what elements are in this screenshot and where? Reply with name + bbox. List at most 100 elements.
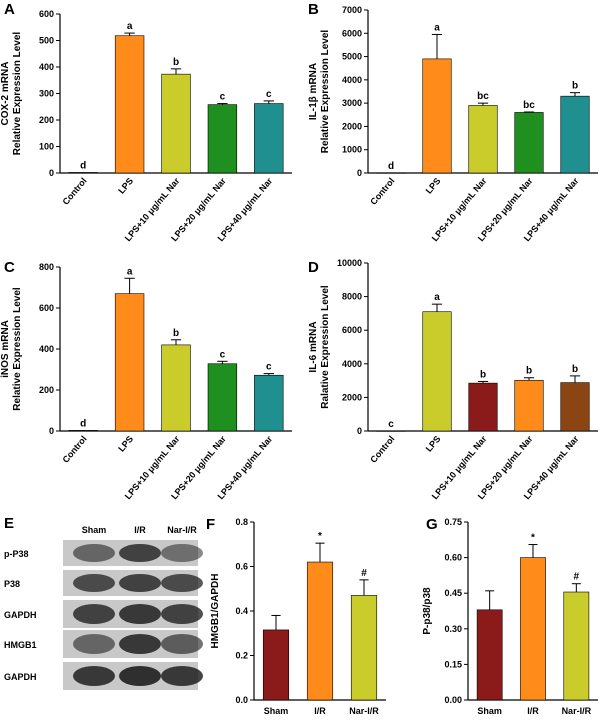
y-tick-label: 600 [39, 9, 54, 19]
western-blot: E Sham I/R Nar-I/R p-P38 P38 GAPDH HMGB1 GAPDH [4, 515, 203, 690]
blot-band [161, 544, 203, 562]
bar [114, 293, 145, 432]
chart-A: A 0 100 200 300 400 500 600 COX-2 mRNA Relative E… [0, 1, 292, 243]
blot-row-label: P38 [4, 579, 20, 589]
bar [560, 382, 590, 432]
y-tick-label: 2000 [342, 121, 362, 131]
bar [161, 73, 191, 174]
y-tick-label: 4000 [342, 75, 362, 85]
y-tick-label: 200 [39, 115, 54, 125]
y-tick-label: 200 [39, 385, 54, 395]
bar [254, 374, 284, 432]
y-tick-label: 0.6 [235, 562, 248, 572]
significance-label: * [318, 531, 322, 542]
blot-band [161, 604, 203, 624]
y-tick-label: 0.60 [444, 553, 462, 563]
chart-B: B 0 1000 2000 3000 4000 5000 6000 7000 IL-1β mRNA… [308, 1, 598, 243]
blot-row-label: p-P38 [4, 549, 29, 559]
y-axis-label: IL-6 mRNA [308, 321, 319, 372]
y-tick-label: 4000 [342, 359, 362, 369]
y-axis-label: HMGB1/GAPDH [210, 573, 221, 648]
bar [376, 172, 406, 174]
y-tick-label: 0.00 [444, 695, 462, 705]
y-axis-label: COX-2 mRNA [0, 62, 11, 126]
x-tick-label: Nar-I/R [562, 706, 592, 716]
y-axis-label: Relative Expression Level [12, 287, 23, 411]
x-tick-label: Control [61, 434, 89, 465]
bar [468, 105, 498, 174]
bar [306, 561, 334, 701]
blot-row-label: HMGB1 [4, 640, 37, 650]
chart-F: F 0.0 0.2 0.4 0.6 0.8 HMGB1/GAPDH Sham * I/R # Nar-… [206, 516, 386, 716]
y-axis-label: Relative Expression Level [320, 30, 331, 154]
significance-label: a [127, 266, 133, 277]
y-axis-label: IL-1β mRNA [308, 63, 319, 120]
significance-label: c [388, 419, 394, 430]
y-axis-label: Ralative Expression Level [320, 285, 331, 409]
y-tick-label: 3000 [342, 98, 362, 108]
bar [376, 430, 406, 432]
y-tick-label: 0.75 [444, 517, 462, 527]
x-tick-label: Control [368, 434, 396, 465]
y-tick-label: 0.15 [444, 659, 462, 669]
blot-band [161, 634, 203, 654]
panel-label-A: A [4, 1, 15, 18]
x-tick-label: Sham [477, 706, 502, 716]
significance-label: * [531, 533, 535, 544]
significance-label: d [80, 160, 86, 171]
bar [468, 382, 498, 432]
panel-label-F: F [206, 516, 215, 533]
blot-band [73, 574, 115, 592]
x-tick-label: Control [368, 176, 396, 207]
blot-column-label: I/R [134, 525, 146, 535]
significance-label: b [480, 369, 486, 380]
significance-label: bc [523, 100, 535, 111]
bar [350, 595, 378, 701]
blot-band [73, 604, 115, 624]
x-tick-label: I/R [314, 706, 326, 716]
y-tick-label: 100 [39, 142, 54, 152]
significance-label: b [526, 366, 532, 377]
x-tick-label: Sham [264, 706, 289, 716]
y-tick-label: 0.2 [235, 651, 248, 661]
y-tick-label: 400 [39, 344, 54, 354]
y-tick-label: 0.0 [235, 695, 248, 705]
blot-band [161, 574, 203, 592]
bar [422, 311, 452, 432]
bar [262, 629, 290, 701]
significance-label: # [361, 568, 367, 579]
y-tick-label: 6000 [342, 325, 362, 335]
x-tick-label: Nar-I/R [349, 706, 379, 716]
bar [563, 591, 590, 701]
chart-D: D 0 2000 4000 6000 8000 10000 IL-6 mRNA Ralative… [308, 258, 598, 501]
significance-label: b [173, 328, 179, 339]
x-tick-label: Control [61, 176, 89, 207]
significance-label: d [80, 418, 86, 429]
bar [68, 172, 98, 174]
bar [254, 103, 284, 174]
chart-G: G 0.00 0.15 0.30 0.45 0.60 0.75 P-p38/p38 Sham * I… [422, 516, 598, 716]
significance-label: a [127, 21, 133, 32]
blot-band [73, 544, 115, 562]
y-tick-label: 5000 [342, 52, 362, 62]
y-tick-label: 0.30 [444, 624, 462, 634]
x-tick-label: LPS [116, 176, 135, 196]
significance-label: b [572, 81, 578, 92]
y-tick-label: 0.45 [444, 588, 462, 598]
significance-label: b [173, 57, 179, 68]
blot-column-label: Sham [82, 525, 107, 535]
blot-band [119, 604, 161, 624]
significance-label: b [572, 364, 578, 375]
bar [207, 363, 238, 432]
x-tick-label: I/R [527, 706, 539, 716]
significance-label: d [388, 161, 394, 172]
blot-band [73, 634, 115, 654]
bar [161, 344, 191, 432]
y-tick-label: 800 [39, 262, 54, 272]
blot-column-label: Nar-I/R [167, 525, 197, 535]
y-tick-label: 8000 [342, 292, 362, 302]
panel-label-E: E [4, 515, 14, 532]
x-tick-label: LPS [424, 176, 443, 196]
y-tick-label: 0 [49, 168, 54, 178]
